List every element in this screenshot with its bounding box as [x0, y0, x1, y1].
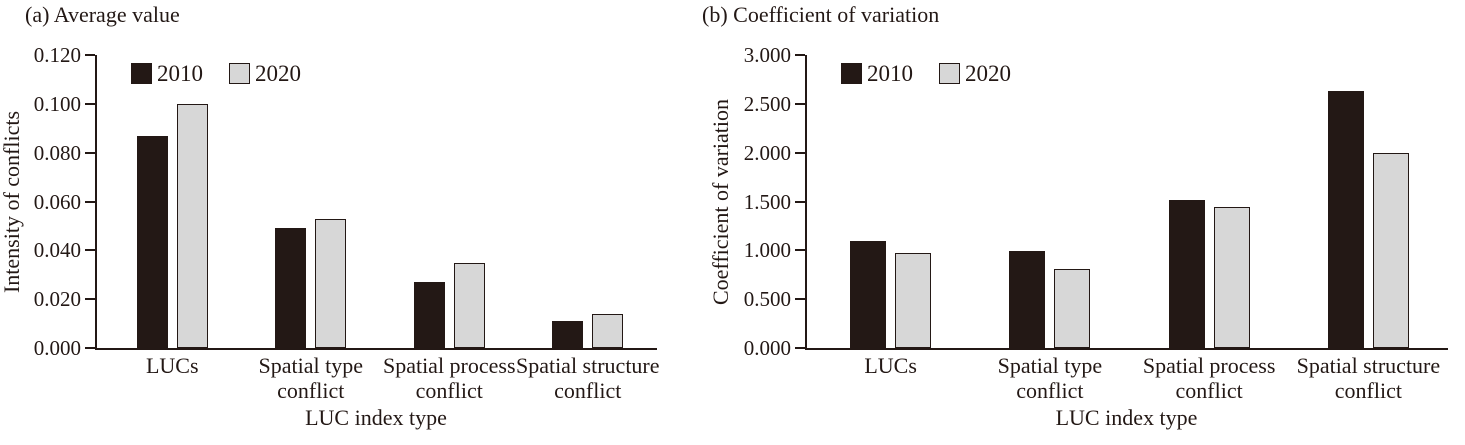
- y-tick-mark: [795, 102, 805, 105]
- bar-2020-category-4: [592, 314, 624, 348]
- y-tick-label: 0.080: [33, 140, 81, 165]
- x-axis-line: [805, 348, 1448, 350]
- y-axis-line: [95, 55, 97, 350]
- x-category-label-line: Spatial structure: [1296, 353, 1441, 378]
- panel-title-b: (b) Coefficient of variation: [702, 2, 940, 27]
- x-axis-line: [95, 348, 657, 350]
- y-tick-label: 1.000: [743, 238, 791, 263]
- x-axis-title: LUC index type: [1055, 405, 1198, 430]
- x-category-label-line: LUCs: [864, 353, 917, 378]
- bar-2010-category-3: [413, 282, 445, 348]
- x-category-label-line: conflict: [1175, 378, 1243, 403]
- legend-label-2020: 2020: [255, 61, 301, 86]
- bar-2020-category-3: [1213, 207, 1250, 348]
- panel-title-a: (a) Average value: [25, 2, 180, 27]
- legend-item-2020: 2020: [229, 62, 301, 85]
- x-category-label: Spatial process conflict: [1114, 353, 1304, 403]
- bar-2020-category-1: [176, 104, 208, 348]
- panel-a: (a) Average value Intensity of conflicts 0…: [0, 2, 683, 430]
- y-tick-label: 2.000: [743, 140, 791, 165]
- legend-item-2010: 2010: [131, 62, 203, 85]
- x-category-label: LUCs: [77, 353, 267, 378]
- y-tick-mark: [795, 298, 805, 301]
- legend-swatch-2020: [229, 63, 250, 84]
- y-tick-label: 0.120: [33, 43, 81, 67]
- y-tick-label: 0.020: [33, 287, 81, 312]
- legend-swatch-2010: [131, 63, 152, 84]
- x-category-label-line: Spatial type: [258, 353, 363, 378]
- y-tick-label: 3.000: [743, 43, 791, 67]
- legend-swatch-2010: [841, 63, 862, 84]
- x-category-label: Spatial structure conflict: [1273, 353, 1463, 403]
- bar-2020-category-1: [895, 253, 932, 348]
- x-category-label-line: Spatial type: [997, 353, 1103, 378]
- y-tick-label: 2.500: [743, 91, 791, 116]
- legend-label-2010: 2010: [157, 61, 203, 86]
- bar-2010-category-2: [275, 228, 307, 348]
- x-category-label-line: conflict: [277, 378, 345, 403]
- legend-label-2010: 2010: [867, 61, 913, 86]
- x-category-label-line: conflict: [415, 378, 483, 403]
- bar-2010-category-4: [552, 321, 584, 348]
- y-tick-mark: [795, 347, 805, 349]
- y-tick-mark: [85, 151, 95, 154]
- x-category-label-line: Spatial structure: [515, 353, 660, 378]
- bar-2010-category-3: [1168, 200, 1205, 348]
- legend-swatch-2020: [939, 63, 960, 84]
- y-tick-mark: [85, 249, 95, 252]
- y-tick-mark: [795, 54, 805, 56]
- y-axis-line: [805, 55, 807, 350]
- y-tick-label: 0.500: [743, 287, 791, 312]
- bar-2010-category-1: [850, 241, 887, 348]
- y-tick-mark: [85, 102, 95, 105]
- bar-2020-category-3: [453, 263, 485, 348]
- y-tick-label: 1.500: [743, 189, 791, 214]
- y-tick-mark: [795, 249, 805, 252]
- x-category-label-line: conflict: [554, 378, 622, 403]
- bar-2010-category-4: [1327, 91, 1364, 348]
- y-tick-label: 0.000: [743, 336, 791, 360]
- y-tick-mark: [795, 200, 805, 203]
- y-tick-mark: [85, 200, 95, 203]
- bar-2020-category-2: [1054, 269, 1091, 348]
- legend-item-2010: 2010: [841, 62, 913, 85]
- x-category-label-line: LUCs: [145, 353, 199, 378]
- y-tick-label: 0.060: [33, 189, 81, 214]
- bar-2010-category-2: [1009, 251, 1046, 348]
- y-tick-mark: [85, 298, 95, 301]
- panel-b: (b) Coefficient of variation Coefficient …: [695, 0, 1465, 445]
- legend: 2010 2020: [841, 62, 1011, 85]
- bar-2010-category-1: [136, 136, 168, 348]
- legend-label-2020: 2020: [965, 61, 1011, 86]
- y-tick-label: 0.000: [33, 336, 81, 360]
- x-category-label: Spatial structure conflict: [493, 353, 683, 403]
- bar-2020-category-4: [1372, 153, 1409, 348]
- legend-item-2020: 2020: [939, 62, 1011, 85]
- x-category-label: Spatial type conflict: [216, 353, 406, 403]
- legend: 2010 2020: [131, 62, 301, 85]
- y-tick-mark: [795, 151, 805, 154]
- bar-2020-category-2: [315, 219, 347, 348]
- x-category-label-line: conflict: [1016, 378, 1084, 403]
- x-category-label-line: Spatial process: [1142, 353, 1276, 378]
- y-tick-label: 0.100: [33, 91, 81, 116]
- x-category-label: Spatial type conflict: [955, 353, 1145, 403]
- x-category-label: LUCs: [796, 353, 986, 378]
- x-category-label: Spatial process conflict: [354, 353, 544, 403]
- x-category-label-line: Spatial process: [382, 353, 516, 378]
- y-tick-label: 0.040: [33, 238, 81, 263]
- x-category-label-line: conflict: [1334, 378, 1402, 403]
- y-tick-mark: [85, 54, 95, 56]
- x-axis-title: LUC index type: [305, 405, 447, 430]
- y-tick-mark: [85, 347, 95, 349]
